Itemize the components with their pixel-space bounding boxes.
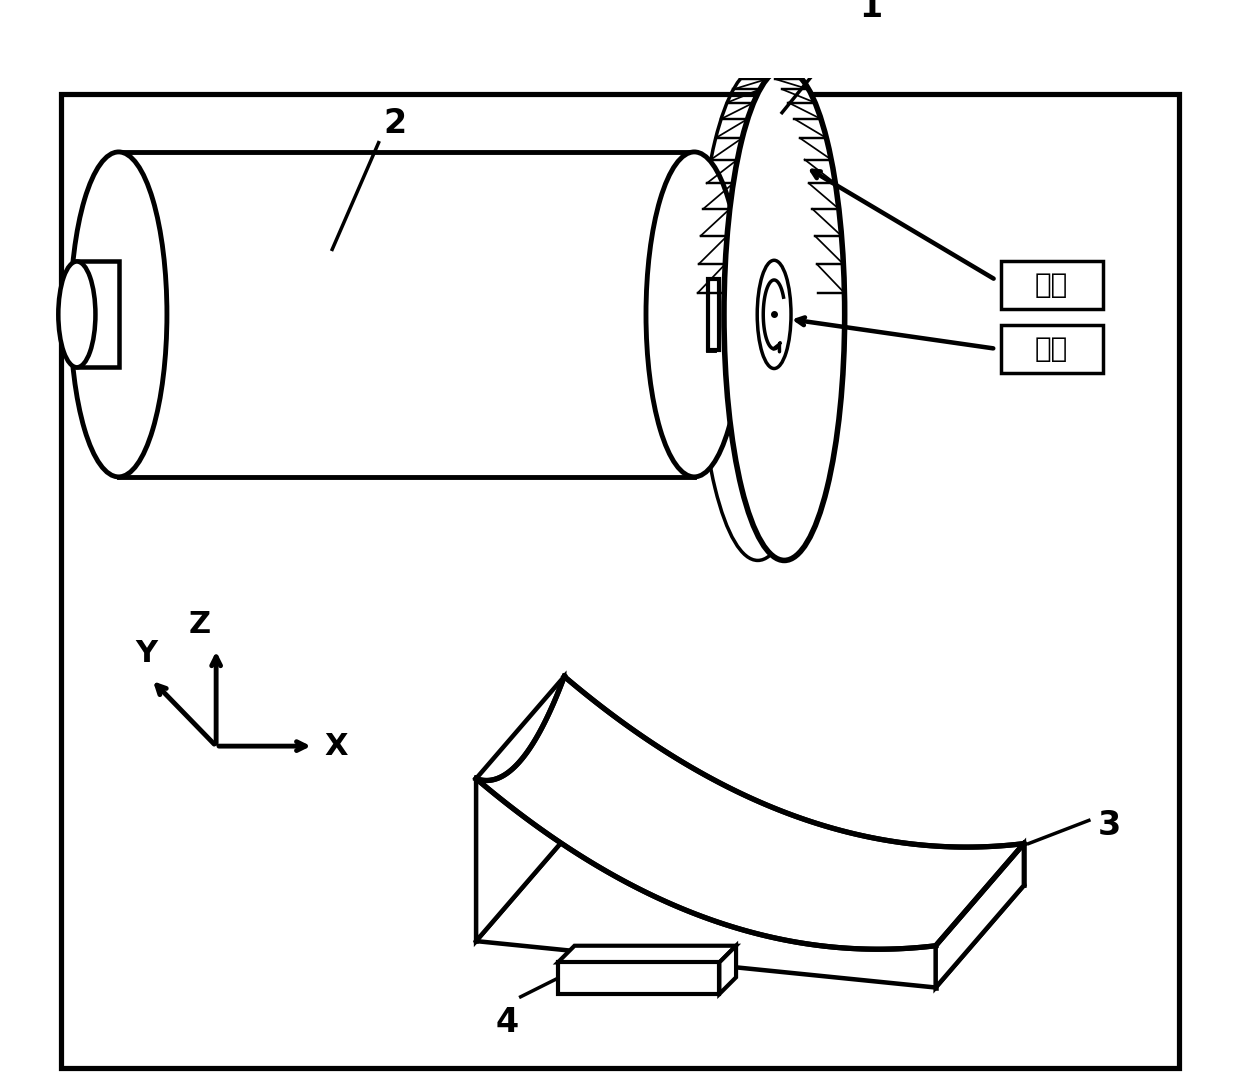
Text: 4: 4	[495, 1006, 518, 1039]
Ellipse shape	[724, 68, 844, 561]
Text: 1: 1	[859, 0, 883, 24]
Ellipse shape	[646, 152, 743, 477]
Text: 轴向: 轴向	[1035, 335, 1069, 362]
Ellipse shape	[58, 261, 95, 368]
Text: 2: 2	[383, 106, 407, 140]
Text: Y: Y	[135, 639, 157, 668]
Polygon shape	[558, 962, 719, 994]
FancyBboxPatch shape	[1001, 260, 1102, 309]
Polygon shape	[936, 844, 1024, 987]
FancyBboxPatch shape	[1001, 324, 1102, 373]
Text: Z: Z	[188, 611, 211, 639]
Polygon shape	[476, 676, 1024, 949]
Polygon shape	[77, 261, 119, 368]
Polygon shape	[476, 676, 564, 941]
Polygon shape	[558, 946, 737, 962]
Text: X: X	[325, 731, 348, 761]
Text: 3: 3	[1099, 808, 1121, 842]
Polygon shape	[708, 279, 719, 349]
Ellipse shape	[71, 152, 167, 477]
Text: 径向: 径向	[1035, 270, 1069, 298]
Polygon shape	[719, 946, 737, 994]
